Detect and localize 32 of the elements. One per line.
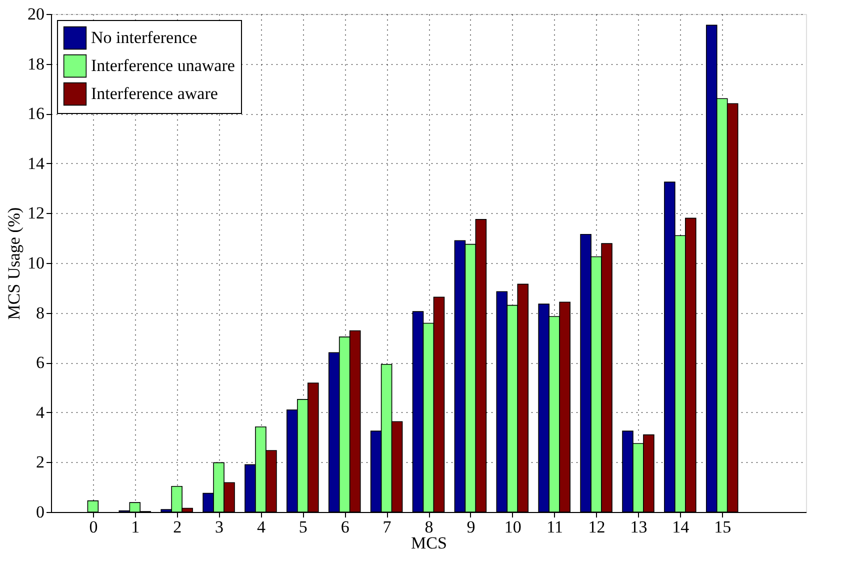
x-tick-label: 8 bbox=[424, 518, 434, 536]
x-tick-label: 9 bbox=[466, 518, 476, 536]
y-tick-label: 4 bbox=[36, 402, 45, 422]
x-tick-label: 1 bbox=[131, 518, 140, 536]
x-tick-label: 2 bbox=[173, 518, 182, 536]
y-axis-title: MCS Usage (%) bbox=[4, 207, 24, 320]
x-tick-label: 7 bbox=[382, 518, 392, 536]
legend-label: Interference unaware bbox=[91, 56, 235, 75]
y-tick-label: 2 bbox=[36, 452, 44, 472]
y-tick-label: 12 bbox=[28, 204, 44, 223]
y-tick-label: 14 bbox=[28, 154, 45, 173]
x-tick-label: 5 bbox=[298, 518, 308, 536]
x-tick-label: 11 bbox=[546, 518, 564, 536]
x-tick-label: 4 bbox=[256, 518, 266, 536]
x-tick-label: 12 bbox=[588, 518, 606, 536]
x-tick-label: 6 bbox=[340, 518, 350, 536]
x-tick-label: 0 bbox=[89, 518, 98, 536]
x-tick-label: 10 bbox=[504, 518, 522, 536]
y-tick-label: 16 bbox=[28, 104, 44, 124]
x-tick-label: 15 bbox=[714, 518, 732, 536]
y-tick-label: 8 bbox=[36, 303, 44, 322]
x-tick-label: 14 bbox=[672, 518, 690, 536]
y-tick-label: 6 bbox=[36, 353, 44, 372]
y-tick-label: 0 bbox=[36, 502, 44, 522]
y-tick-label: 18 bbox=[28, 54, 44, 74]
x-tick-label: 3 bbox=[215, 518, 224, 536]
legend-label: Interference aware bbox=[91, 84, 218, 103]
x-tick-label: 13 bbox=[630, 518, 648, 536]
legend-label: No interference bbox=[91, 28, 198, 47]
y-tick-label: 20 bbox=[28, 4, 44, 24]
x-axis-title: MCS bbox=[411, 534, 447, 552]
y-tick-label: 10 bbox=[28, 254, 44, 272]
